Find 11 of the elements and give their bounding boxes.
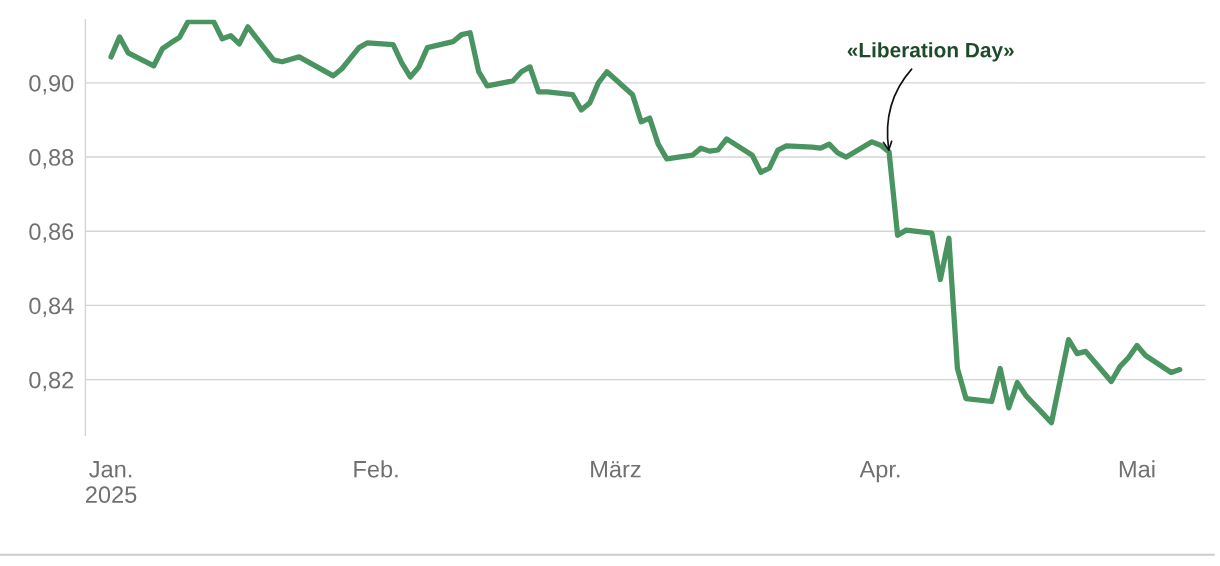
x-tick-label: März	[591, 461, 641, 478]
x-tick-label: Mai	[1119, 460, 1155, 478]
annotation: «Liberation Day»	[847, 42, 1014, 62]
y-tick-label: 0,86	[29, 223, 74, 243]
x-tick-label: Feb.	[354, 460, 398, 478]
x-tick-label: Apr.	[859, 461, 900, 483]
y-tick-label: 0,88	[29, 149, 74, 169]
y-tick-label: 0,90	[29, 74, 74, 95]
x-tick-label: Jan. 2025	[85, 461, 137, 504]
y-tick-label: 0,84	[29, 297, 74, 317]
y-tick-label: 0,82	[29, 371, 74, 392]
